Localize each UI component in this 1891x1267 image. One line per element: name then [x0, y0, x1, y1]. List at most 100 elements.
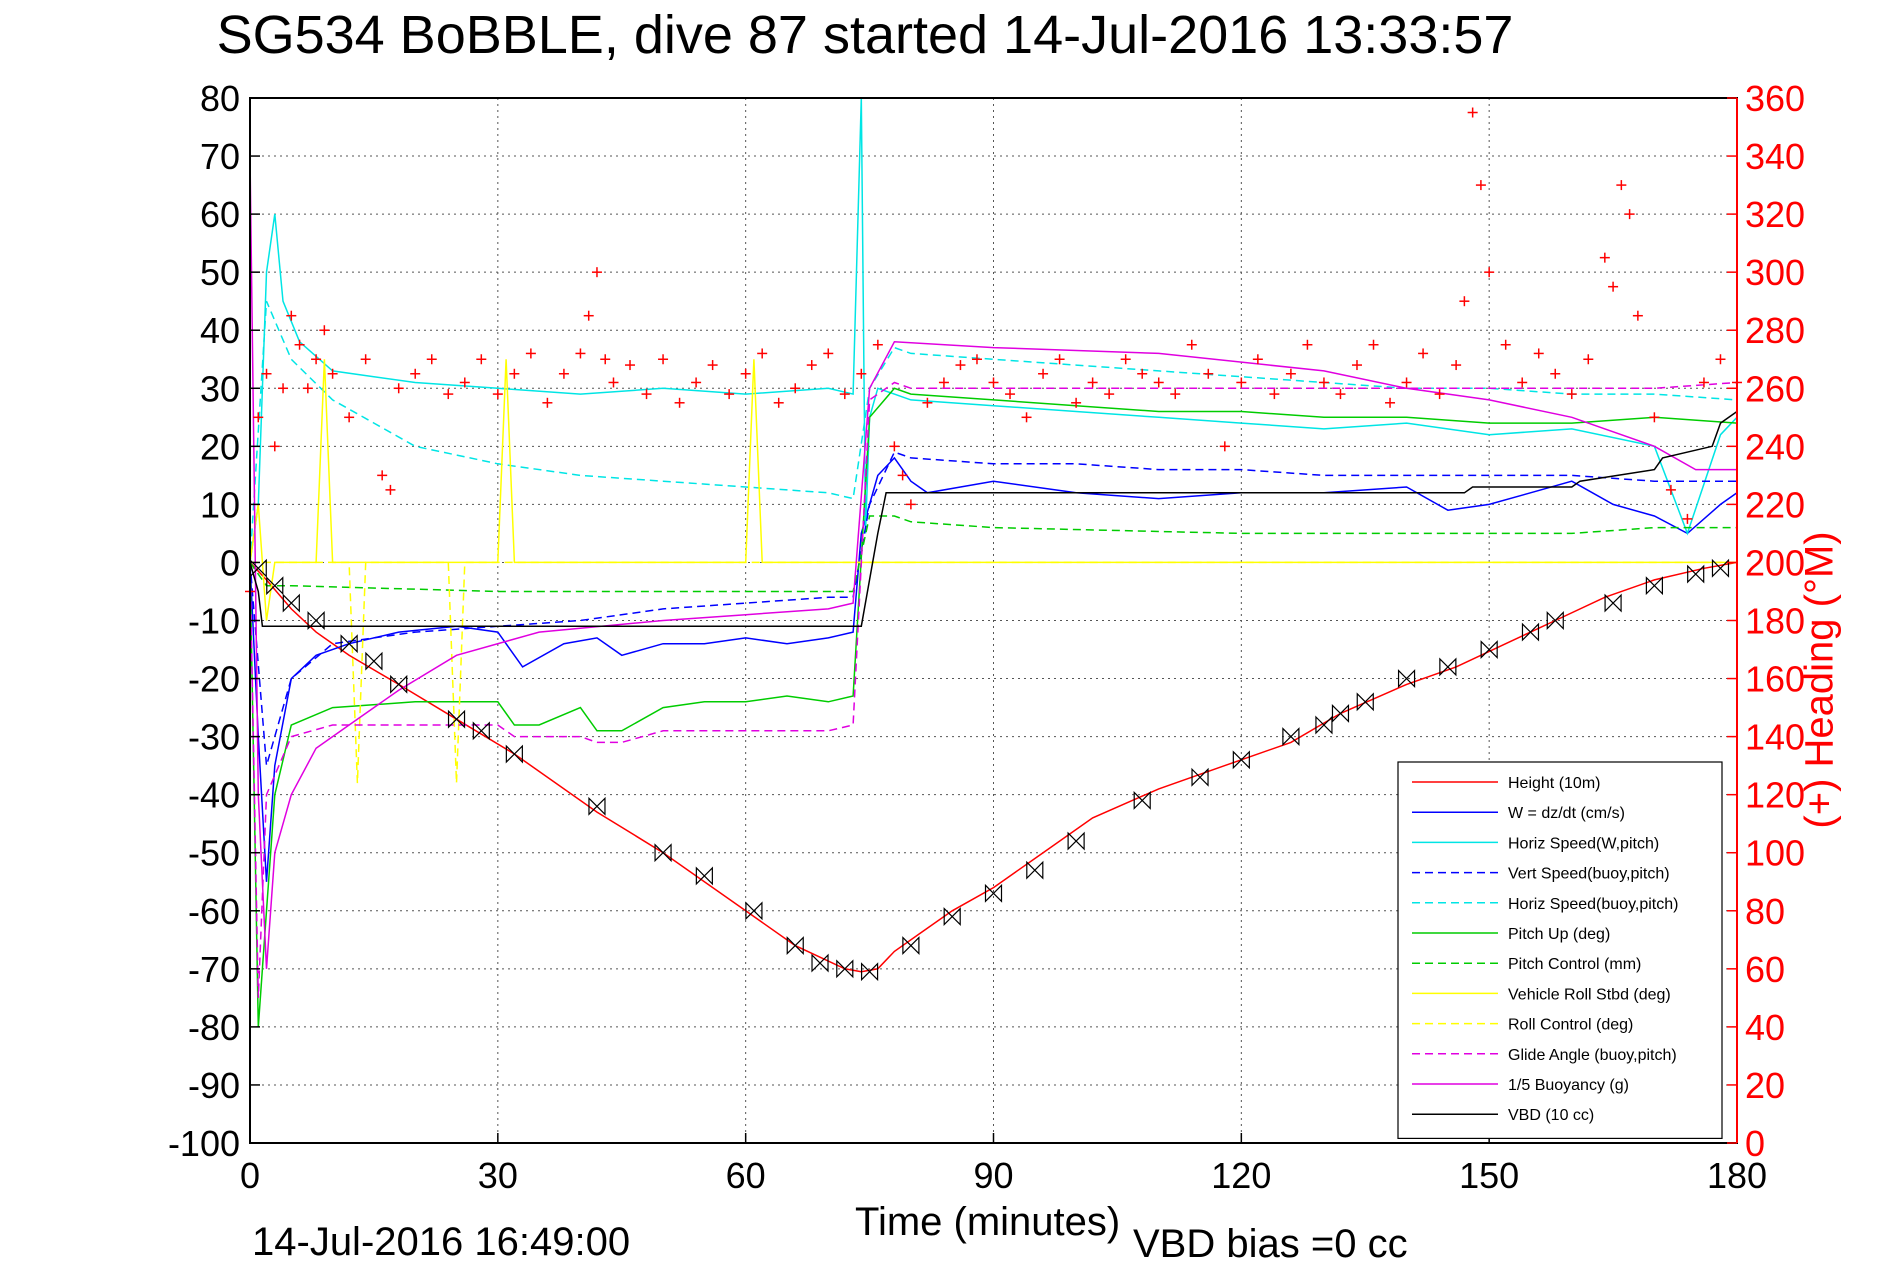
height-markers [249, 558, 1730, 982]
heading-point [327, 368, 338, 379]
heading-point [410, 368, 421, 379]
heading-point [558, 368, 569, 379]
legend-item: 1/5 Buoyancy (g) [1412, 1077, 1629, 1094]
heading-point [1153, 377, 1164, 388]
legend-item: Pitch Up (deg) [1412, 926, 1610, 943]
y2-tick-label: 220 [1745, 484, 1805, 525]
heading-point [1170, 389, 1181, 400]
y-tick-label: -80 [188, 1007, 240, 1048]
height-marker [390, 674, 408, 694]
heading-point [1120, 354, 1131, 365]
heading-point [1665, 484, 1676, 495]
y-tick-label: 70 [200, 136, 240, 177]
height-marker [340, 634, 358, 654]
heading-point [790, 383, 801, 394]
chart-title: SG534 BoBBLE, dive 87 started 14-Jul-201… [216, 5, 1514, 65]
heading-point [1649, 412, 1660, 423]
heading-point [1550, 368, 1561, 379]
y2-tick-label: 20 [1745, 1065, 1785, 1106]
height-marker [1191, 767, 1209, 787]
y-tick-label: -50 [188, 833, 240, 874]
y2-tick-label: 140 [1745, 717, 1805, 758]
heading-point [319, 325, 330, 336]
heading-point [691, 377, 702, 388]
legend-label: Vehicle Roll Stbd (deg) [1508, 986, 1671, 1003]
heading-point [1533, 348, 1544, 359]
heading-point [856, 368, 867, 379]
y2-tick-label: 80 [1745, 891, 1785, 932]
heading-point [1624, 209, 1635, 220]
height-marker [1397, 669, 1416, 689]
series-line [249, 387, 1738, 1027]
y2-tick-label: 100 [1745, 833, 1805, 874]
y2-tick-label: 0 [1745, 1123, 1765, 1164]
heading-point [591, 267, 602, 278]
height-marker [1521, 622, 1540, 642]
heading-point [1137, 368, 1148, 379]
y-tick-label: 20 [200, 426, 240, 467]
heading-point [278, 383, 289, 394]
series-line [249, 97, 1738, 563]
heading-point [1087, 377, 1098, 388]
heading-point [311, 354, 322, 365]
y-axis-right-label: (+) Heading (°M) [1797, 531, 1842, 829]
heading-point [1351, 360, 1362, 371]
y2-tick-label: 60 [1745, 949, 1785, 990]
legend-item: Horiz Speed(W,pitch) [1412, 835, 1659, 852]
x-axis: 0 30 60 90 120 150 180 [240, 1133, 1767, 1196]
y-tick-label: 50 [200, 252, 240, 293]
heading-point [1583, 354, 1594, 365]
heading-point [492, 389, 503, 400]
heading-point [641, 389, 652, 400]
heading-point [1005, 389, 1016, 400]
heading-point [905, 499, 916, 510]
x-tick-label: 180 [1707, 1155, 1767, 1196]
legend-label: W = dz/dt (cm/s) [1508, 805, 1625, 822]
legend-label: Pitch Up (deg) [1508, 926, 1610, 943]
series-line [250, 561, 1737, 784]
heading-point [1682, 513, 1693, 524]
x-tick-label: 30 [478, 1155, 518, 1196]
heading-point [674, 397, 685, 408]
height-marker [365, 651, 383, 671]
x-tick-label: 60 [726, 1155, 766, 1196]
y2-tick-label: 320 [1745, 194, 1805, 235]
y-tick-label: -10 [188, 601, 240, 642]
legend-label: 1/5 Buoyancy (g) [1508, 1077, 1629, 1094]
height-marker [695, 866, 713, 886]
heading-point [583, 310, 594, 321]
height-marker [984, 883, 1003, 903]
height-marker [1356, 692, 1374, 712]
legend-item: Glide Angle (buoy,pitch) [1412, 1047, 1677, 1064]
heading-point [1599, 252, 1610, 263]
height-marker [811, 953, 829, 973]
legend-label: Glide Angle (buoy,pitch) [1508, 1047, 1677, 1064]
heading-point [344, 412, 355, 423]
height-marker [307, 611, 325, 630]
series-line [249, 300, 1738, 563]
legend-label: Horiz Speed(buoy,pitch) [1508, 896, 1678, 913]
heading-point [707, 360, 718, 371]
heading-point [302, 383, 313, 394]
heading-point [1318, 377, 1329, 388]
height-marker [943, 907, 961, 927]
y-tick-label: -100 [168, 1123, 240, 1164]
y-tick-label: 60 [200, 194, 240, 235]
legend-item: Vehicle Roll Stbd (deg) [1412, 986, 1671, 1003]
heading-point [897, 470, 908, 481]
legend-box [1397, 761, 1723, 1139]
heading-point [1418, 348, 1429, 359]
height-marker [472, 721, 490, 741]
heading-point [393, 383, 404, 394]
heading-point [1252, 354, 1263, 365]
y2-tick-label: 120 [1745, 775, 1805, 816]
heading-point [625, 360, 636, 371]
height-marker [266, 576, 284, 596]
height-marker [1133, 791, 1151, 810]
height-marker [1026, 860, 1044, 880]
y-tick-label: 40 [200, 310, 240, 351]
y-tick-label: -70 [188, 949, 240, 990]
heading-point [253, 412, 264, 423]
heading-point [1517, 377, 1528, 388]
